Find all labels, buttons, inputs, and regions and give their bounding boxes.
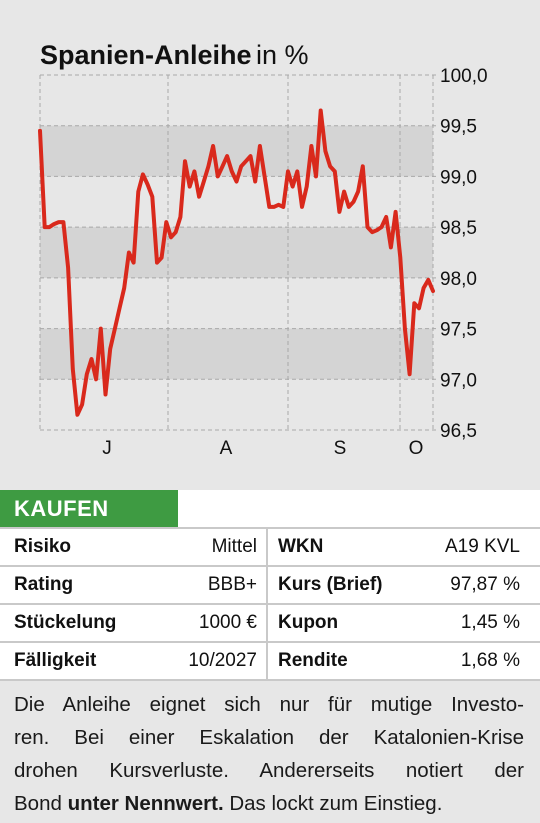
chart-title: Spanien-Anleihe in % [40,40,309,71]
y-tick-label: 96,5 [440,421,477,442]
chart-title-text: Spanien-Anleihe [40,40,252,70]
row-label: Stückelung [14,612,117,633]
recommendation-badge: KAUFEN [0,490,178,527]
description-line: Bond unter Nennwert. Das lockt zum Einst… [14,787,524,820]
row-label: WKN [278,536,324,557]
row-label: Rating [14,574,74,595]
row-value: 1000 € [198,612,257,633]
series-line [38,108,435,417]
x-tick-label: O [409,438,424,459]
column-divider [266,643,268,681]
x-tick-label: A [220,438,233,459]
y-tick-label: 100,0 [440,66,488,87]
row-label: Risiko [14,536,72,557]
description-text: Die Anleihe eignet sich nur für mutige I… [14,688,524,820]
description-line: ren. Bei einer Eskalation der Katalonien… [14,726,524,749]
y-tick-label: 99,0 [440,167,477,188]
row-label: Kurs (Brief) [278,574,383,595]
x-tick-label: S [334,438,347,459]
recommendation-bar: KAUFEN [0,490,540,527]
description-text-post: Das lockt zum Einstieg. [229,792,443,815]
y-tick-label: 98,0 [440,269,477,290]
description-line: drohen Kursverluste. Andererseits notier… [14,759,524,782]
row-value: 10/2027 [188,650,257,671]
row-label: Kupon [278,612,339,633]
row-value: 1,45 % [460,612,520,633]
grid-band [40,227,433,278]
row-label: Rendite [278,650,348,671]
row-value: Mittel [211,536,257,557]
table-row: Rating BBB+ Kurs (Brief) 97,87 % [0,565,540,605]
chart-area: 100,0 99,5 99,0 98,5 98,0 97,5 97,0 96,5 J A S O S… [38,40,488,459]
description-line: Die Anleihe eignet sich nur für mutige I… [14,693,524,716]
description: Die Anleihe eignet sich nur für mutige I… [0,682,540,823]
chart-unit: in % [255,40,309,70]
row-value: A19 KVL [445,536,520,557]
column-divider [266,605,268,643]
y-tick-label: 98,5 [440,218,477,239]
column-divider [266,567,268,605]
column-divider [266,529,268,567]
table-row: Risiko Mittel WKN A19 KVL [0,527,540,567]
row-value: 97,87 % [450,574,520,595]
y-tick-label: 97,5 [440,320,477,341]
grid-band [40,125,433,177]
description-text-pre: Bond [14,792,62,815]
info-table: Risiko Mittel WKN A19 KVL Rating BBB+ Ku… [0,527,540,681]
row-value: 1,68 % [460,650,520,671]
y-tick-label: 97,0 [440,370,477,391]
description-emphasis: unter Nennwert. [67,792,224,815]
chart-svg: 100,0 99,5 99,0 98,5 98,0 97,5 97,0 96,5 J A S O [38,66,488,459]
table-row: Fälligkeit 10/2027 Rendite 1,68 % [0,641,540,681]
y-tick-label: 99,5 [440,117,477,138]
row-value: BBB+ [207,574,257,595]
row-label: Fälligkeit [14,650,97,671]
x-tick-label: J [102,438,112,459]
table-row: Stückelung 1000 € Kupon 1,45 % [0,603,540,643]
